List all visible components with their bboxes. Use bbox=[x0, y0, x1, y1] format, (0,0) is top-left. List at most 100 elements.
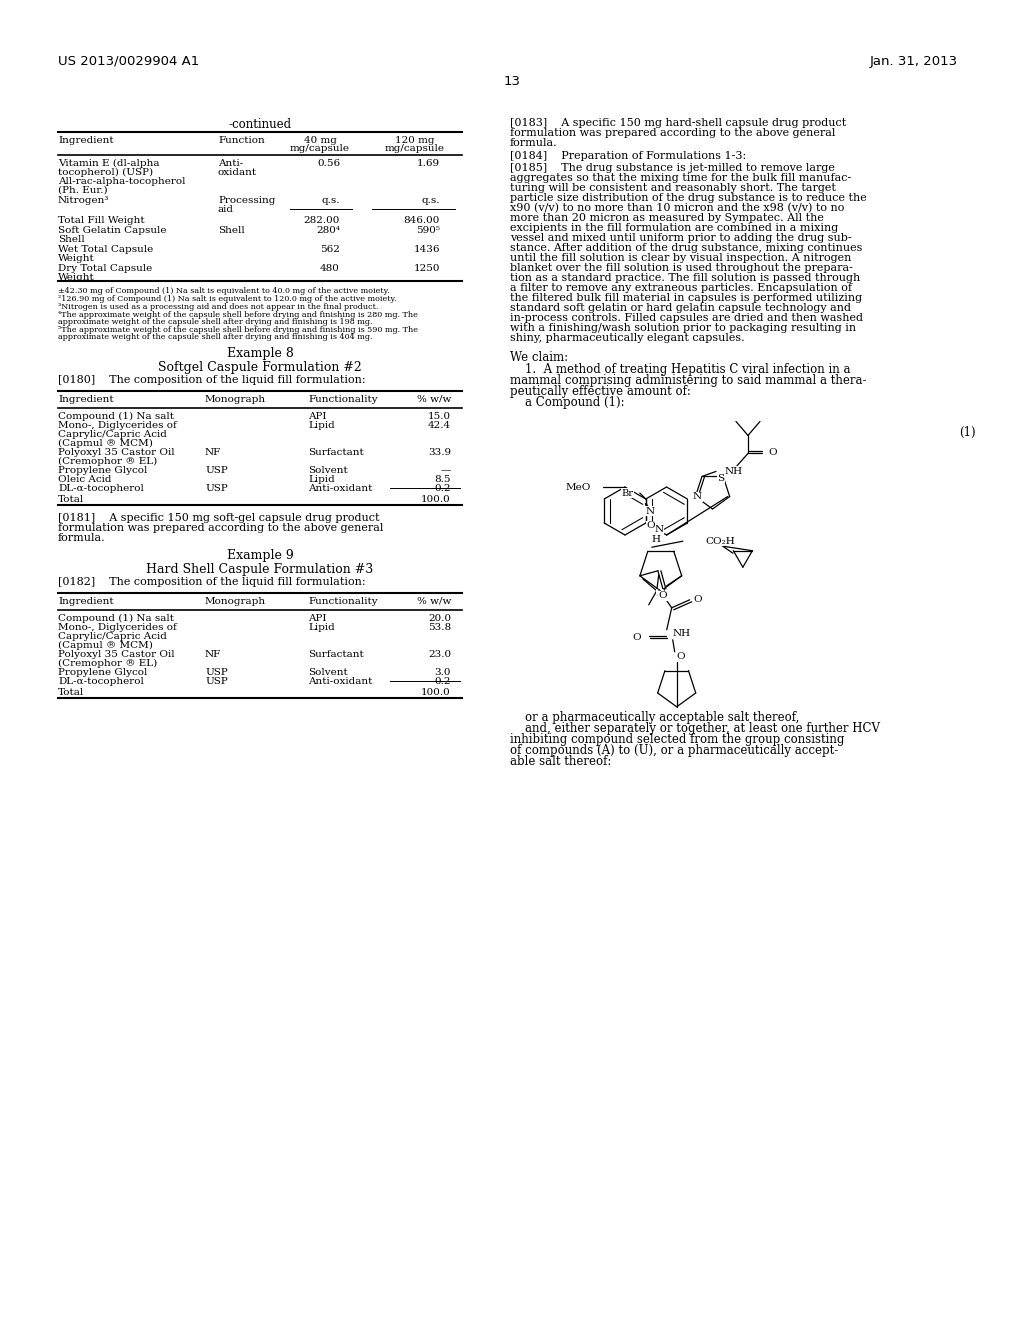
Text: % w/w: % w/w bbox=[417, 597, 451, 606]
Text: 15.0: 15.0 bbox=[428, 412, 451, 421]
Text: Shell: Shell bbox=[58, 235, 85, 244]
Text: 20.0: 20.0 bbox=[428, 614, 451, 623]
Text: [0181]    A specific 150 mg soft-gel capsule drug product: [0181] A specific 150 mg soft-gel capsul… bbox=[58, 513, 380, 523]
Text: Compound (1) Na salt: Compound (1) Na salt bbox=[58, 614, 174, 623]
Text: Vitamin E (dl-alpha: Vitamin E (dl-alpha bbox=[58, 158, 160, 168]
Text: Total: Total bbox=[58, 688, 84, 697]
Text: tion as a standard practice. The fill solution is passed through: tion as a standard practice. The fill so… bbox=[510, 273, 860, 282]
Text: 280⁴: 280⁴ bbox=[316, 226, 340, 235]
Text: 3.0: 3.0 bbox=[434, 668, 451, 677]
Text: formulation was prepared according to the above general: formulation was prepared according to th… bbox=[510, 128, 836, 139]
Text: of compounds (A) to (U), or a pharmaceutically accept-: of compounds (A) to (U), or a pharmaceut… bbox=[510, 744, 839, 756]
Text: 42.4: 42.4 bbox=[428, 421, 451, 430]
Text: ⁵The approximate weight of the capsule shell before drying and finishing is 590 : ⁵The approximate weight of the capsule s… bbox=[58, 326, 418, 334]
Text: 480: 480 bbox=[321, 264, 340, 273]
Text: (Ph. Eur.): (Ph. Eur.) bbox=[58, 186, 108, 195]
Text: Lipid: Lipid bbox=[308, 475, 335, 484]
Text: Polyoxyl 35 Castor Oil: Polyoxyl 35 Castor Oil bbox=[58, 447, 175, 457]
Text: Surfactant: Surfactant bbox=[308, 447, 364, 457]
Text: and, either separately or together, at least one further HCV: and, either separately or together, at l… bbox=[510, 722, 880, 735]
Text: Total Fill Weight: Total Fill Weight bbox=[58, 216, 144, 224]
Text: O: O bbox=[646, 521, 655, 531]
Text: x90 (v/v) to no more than 10 micron and the x98 (v/v) to no: x90 (v/v) to no more than 10 micron and … bbox=[510, 203, 845, 214]
Text: more than 20 micron as measured by Sympatec. All the: more than 20 micron as measured by Sympa… bbox=[510, 213, 824, 223]
Text: O: O bbox=[693, 595, 702, 605]
Text: the filtered bulk fill material in capsules is performed utilizing: the filtered bulk fill material in capsu… bbox=[510, 293, 862, 304]
Text: MeO: MeO bbox=[565, 483, 591, 491]
Text: Nitrogen³: Nitrogen³ bbox=[58, 195, 110, 205]
Text: Monograph: Monograph bbox=[205, 395, 266, 404]
Text: N: N bbox=[656, 590, 666, 598]
Text: Caprylic/Capric Acid: Caprylic/Capric Acid bbox=[58, 430, 167, 440]
Text: ⁴The approximate weight of the capsule shell before drying and finishing is 280 : ⁴The approximate weight of the capsule s… bbox=[58, 312, 418, 319]
Text: or a pharmaceutically acceptable salt thereof,: or a pharmaceutically acceptable salt th… bbox=[510, 711, 800, 723]
Text: All-rac-alpha-tocopherol: All-rac-alpha-tocopherol bbox=[58, 177, 185, 186]
Text: CO₂H: CO₂H bbox=[706, 537, 735, 545]
Text: Propylene Glycol: Propylene Glycol bbox=[58, 466, 147, 475]
Text: NH: NH bbox=[673, 630, 691, 639]
Text: 0.56: 0.56 bbox=[316, 158, 340, 168]
Text: Softgel Caspule Formulation #2: Softgel Caspule Formulation #2 bbox=[158, 360, 361, 374]
Text: aggregates so that the mixing time for the bulk fill manufac-: aggregates so that the mixing time for t… bbox=[510, 173, 851, 183]
Text: (Cremophor ® EL): (Cremophor ® EL) bbox=[58, 659, 158, 668]
Text: Mono-, Diglycerides of: Mono-, Diglycerides of bbox=[58, 421, 177, 430]
Text: aid: aid bbox=[218, 205, 234, 214]
Text: able salt thereof:: able salt thereof: bbox=[510, 755, 611, 768]
Text: Caprylic/Capric Acid: Caprylic/Capric Acid bbox=[58, 632, 167, 642]
Text: Functionality: Functionality bbox=[308, 597, 378, 606]
Text: Processing: Processing bbox=[218, 195, 275, 205]
Text: 0.2: 0.2 bbox=[434, 677, 451, 686]
Text: O: O bbox=[658, 591, 668, 601]
Text: Hard Shell Caspule Formulation #3: Hard Shell Caspule Formulation #3 bbox=[146, 564, 374, 576]
Text: Weight: Weight bbox=[58, 253, 95, 263]
Text: NF: NF bbox=[205, 649, 221, 659]
Text: NH: NH bbox=[725, 467, 743, 477]
Text: 100.0: 100.0 bbox=[421, 495, 451, 504]
Text: formulation was prepared according to the above general: formulation was prepared according to th… bbox=[58, 523, 383, 533]
Text: 590⁵: 590⁵ bbox=[416, 226, 440, 235]
Text: —: — bbox=[440, 466, 451, 475]
Text: peutically effective amount of:: peutically effective amount of: bbox=[510, 385, 691, 399]
Text: USP: USP bbox=[205, 677, 227, 686]
Text: a Compound (1):: a Compound (1): bbox=[510, 396, 625, 409]
Text: (Capmul ® MCM): (Capmul ® MCM) bbox=[58, 642, 153, 651]
Text: inhibiting compound selected from the group consisting: inhibiting compound selected from the gr… bbox=[510, 733, 845, 746]
Text: ±42.30 mg of Compound (1) Na salt is equivalent to 40.0 mg of the active moiety.: ±42.30 mg of Compound (1) Na salt is equ… bbox=[58, 286, 389, 294]
Text: mg/capsule: mg/capsule bbox=[290, 144, 350, 153]
Text: N: N bbox=[693, 492, 702, 502]
Text: Br: Br bbox=[622, 488, 634, 498]
Text: q.s.: q.s. bbox=[322, 195, 340, 205]
Text: Ingredient: Ingredient bbox=[58, 136, 114, 145]
Text: Lipid: Lipid bbox=[308, 421, 335, 430]
Text: 282.00: 282.00 bbox=[304, 216, 340, 224]
Text: Solvent: Solvent bbox=[308, 668, 348, 677]
Text: blanket over the fill solution is used throughout the prepara-: blanket over the fill solution is used t… bbox=[510, 263, 853, 273]
Text: USP: USP bbox=[205, 668, 227, 677]
Text: NF: NF bbox=[205, 447, 221, 457]
Text: Soft Gelatin Capsule: Soft Gelatin Capsule bbox=[58, 226, 167, 235]
Text: H: H bbox=[651, 535, 660, 544]
Text: 0.2: 0.2 bbox=[434, 484, 451, 492]
Text: Weight: Weight bbox=[58, 273, 95, 282]
Text: 53.8: 53.8 bbox=[428, 623, 451, 632]
Text: 846.00: 846.00 bbox=[403, 216, 440, 224]
Text: DL-α-tocopherol: DL-α-tocopherol bbox=[58, 484, 144, 492]
Text: 13: 13 bbox=[504, 75, 520, 88]
Text: -continued: -continued bbox=[228, 117, 292, 131]
Text: We claim:: We claim: bbox=[510, 351, 568, 364]
Text: O: O bbox=[768, 447, 776, 457]
Text: Jan. 31, 2013: Jan. 31, 2013 bbox=[870, 55, 958, 69]
Text: Function: Function bbox=[218, 136, 265, 145]
Text: mammal comprising administering to said mammal a thera-: mammal comprising administering to said … bbox=[510, 374, 866, 387]
Text: Anti-oxidant: Anti-oxidant bbox=[308, 484, 373, 492]
Text: excipients in the fill formulation are combined in a mixing: excipients in the fill formulation are c… bbox=[510, 223, 839, 234]
Text: Oleic Acid: Oleic Acid bbox=[58, 475, 112, 484]
Text: Example 9: Example 9 bbox=[226, 549, 293, 562]
Text: q.s.: q.s. bbox=[422, 195, 440, 205]
Text: particle size distribution of the drug substance is to reduce the: particle size distribution of the drug s… bbox=[510, 193, 866, 203]
Text: Monograph: Monograph bbox=[205, 597, 266, 606]
Text: Total: Total bbox=[58, 495, 84, 504]
Text: Lipid: Lipid bbox=[308, 623, 335, 632]
Text: [0182]    The composition of the liquid fill formulation:: [0182] The composition of the liquid fil… bbox=[58, 577, 366, 587]
Text: shiny, pharmaceutically elegant capsules.: shiny, pharmaceutically elegant capsules… bbox=[510, 333, 744, 343]
